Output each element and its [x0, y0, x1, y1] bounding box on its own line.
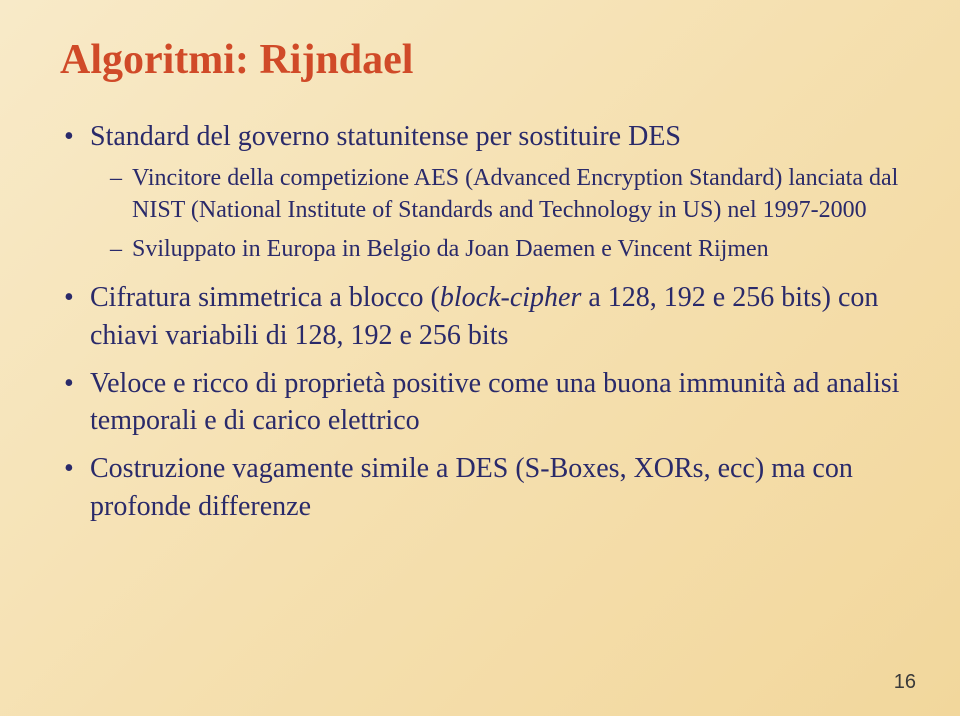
sub-bullet-1-2: Sviluppato in Europa in Belgio da Joan D…: [90, 233, 900, 265]
sub-list-1: Vincitore della competizione AES (Advanc…: [90, 162, 900, 265]
bullet-1: Standard del governo statunitense per so…: [60, 118, 900, 265]
slide: Algoritmi: Rijndael Standard del governo…: [0, 0, 960, 716]
bullet-2-italic: block-cipher: [440, 282, 582, 313]
bullet-1-text: Standard del governo statunitense per so…: [90, 121, 681, 152]
bullet-2-prefix: Cifratura simmetrica a blocco (: [90, 282, 440, 313]
bullet-list: Standard del governo statunitense per so…: [60, 118, 900, 526]
bullet-4: Costruzione vagamente simile a DES (S-Bo…: [60, 450, 900, 526]
bullet-3: Veloce e ricco di proprietà positive com…: [60, 365, 900, 441]
sub-bullet-1-1: Vincitore della competizione AES (Advanc…: [90, 162, 900, 227]
bullet-2: Cifratura simmetrica a blocco (block-cip…: [60, 279, 900, 355]
page-number: 16: [894, 671, 916, 694]
slide-title: Algoritmi: Rijndael: [60, 36, 900, 84]
